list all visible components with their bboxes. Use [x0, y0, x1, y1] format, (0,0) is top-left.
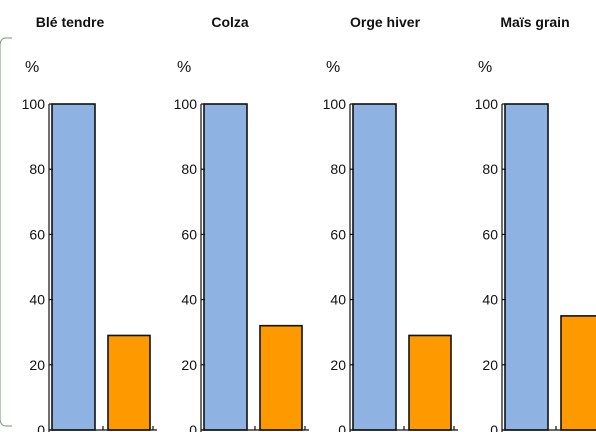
- y-tick-label: 80: [330, 161, 346, 177]
- y-tick-label: 20: [29, 357, 45, 373]
- y-axis-unit-label: %: [177, 59, 191, 76]
- y-tick-label: 0: [490, 422, 498, 432]
- chart-title: Colza: [211, 14, 249, 30]
- bar-2: [409, 335, 451, 430]
- y-axis-unit-label: %: [25, 59, 39, 76]
- y-tick-label: 100: [475, 96, 499, 112]
- y-tick-label: 100: [174, 96, 198, 112]
- y-tick-label: 80: [181, 161, 197, 177]
- decorative-frame: [0, 38, 12, 426]
- y-tick-label: 80: [482, 161, 498, 177]
- y-tick-label: 0: [189, 422, 197, 432]
- y-axis-unit-label: %: [326, 59, 340, 76]
- y-tick-label: 20: [330, 357, 346, 373]
- y-tick-label: 0: [37, 422, 45, 432]
- chart-title: Maïs grain: [500, 14, 569, 30]
- y-tick-label: 40: [29, 292, 45, 308]
- bar-1: [353, 104, 396, 430]
- y-tick-label: 40: [330, 292, 346, 308]
- y-tick-label: 60: [29, 226, 45, 242]
- y-axis-unit-label: %: [478, 59, 492, 76]
- bar-2: [260, 326, 302, 430]
- y-tick-label: 100: [323, 96, 347, 112]
- y-tick-label: 20: [482, 357, 498, 373]
- y-tick-label: 40: [482, 292, 498, 308]
- chart-title: Orge hiver: [350, 14, 421, 30]
- y-tick-label: 40: [181, 292, 197, 308]
- y-tick-label: 60: [181, 226, 197, 242]
- bar-1: [505, 104, 548, 430]
- bar-1: [52, 104, 95, 430]
- bar-2: [561, 316, 596, 430]
- y-tick-label: 20: [181, 357, 197, 373]
- y-tick-label: 100: [22, 96, 46, 112]
- y-tick-label: 0: [338, 422, 346, 432]
- y-tick-label: 80: [29, 161, 45, 177]
- y-tick-label: 60: [330, 226, 346, 242]
- chart-title: Blé tendre: [36, 14, 105, 30]
- y-tick-label: 60: [482, 226, 498, 242]
- bar-2: [108, 335, 150, 430]
- bar-1: [204, 104, 247, 430]
